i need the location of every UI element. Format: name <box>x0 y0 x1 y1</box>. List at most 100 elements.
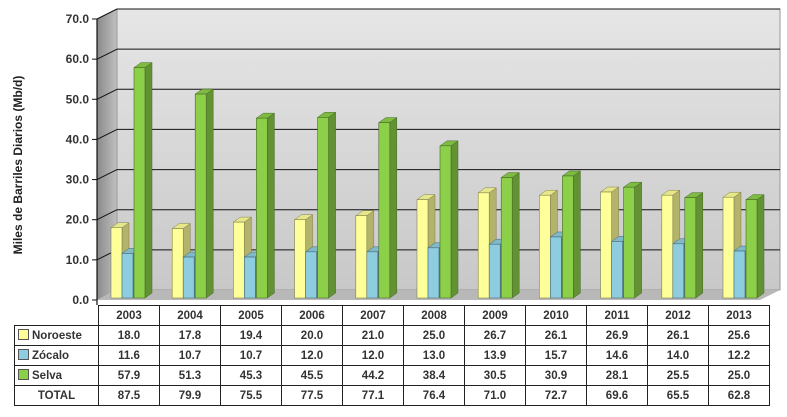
gridline-side <box>96 128 118 140</box>
bar-selva-2012 <box>684 197 697 299</box>
y-tick-label: 10.0 <box>66 253 90 267</box>
bar-side-selva <box>573 170 581 299</box>
data-label: 21.0 <box>342 325 404 346</box>
legend-entry: Zócalo <box>14 345 99 366</box>
data-label: 28.1 <box>586 365 648 386</box>
y-tick-label: 60.0 <box>66 52 90 66</box>
bar-noroeste-2013 <box>722 196 735 299</box>
table-row-selva: Selva 57.9 51.3 45.3 45.5 44.2 38.4 30.5 30.9 28.… <box>14 365 770 386</box>
x-tick-label: 2012 <box>647 305 709 326</box>
gridline-side <box>96 209 118 221</box>
x-tick-label: 2011 <box>586 305 648 326</box>
bar-side-selva <box>511 172 520 299</box>
gridline-side <box>96 88 118 100</box>
bar-noroeste-2009 <box>477 192 490 299</box>
bar-selva-2003 <box>133 67 146 299</box>
bar-zócalo-2007 <box>366 251 379 299</box>
y-tick-label: 0.0 <box>72 293 89 307</box>
data-label: 25.0 <box>708 365 770 386</box>
bar-selva-2007 <box>378 122 391 299</box>
data-label: 25.6 <box>708 325 770 346</box>
data-label: 45.3 <box>220 365 282 386</box>
y-tick-label: 30.0 <box>66 173 90 187</box>
legend-swatch <box>18 329 29 340</box>
data-label: 25.5 <box>647 365 709 386</box>
gridline-side <box>96 48 118 60</box>
y-tick-label: 70.0 <box>66 12 90 26</box>
y-tick-label: 50.0 <box>66 92 90 106</box>
data-table: 2003 2004 2005 2006 2007 2008 2009 2010 2011 2012… <box>14 305 770 406</box>
x-tick-label: 2013 <box>708 305 770 326</box>
data-label: 38.4 <box>403 365 465 386</box>
bar-side-selva <box>389 117 398 299</box>
bar-selva-2005 <box>256 117 268 299</box>
data-label: 26.9 <box>586 325 648 346</box>
bar-side-selva <box>634 181 642 299</box>
bar-noroeste-2004 <box>171 228 184 299</box>
legend-swatch <box>18 349 29 360</box>
data-label: 10.7 <box>159 345 221 366</box>
bar-side-selva <box>144 62 153 299</box>
y-tick-label: 20.0 <box>66 213 90 227</box>
data-label: 13.0 <box>403 345 465 366</box>
bar-side-selva <box>205 88 214 299</box>
data-label: 20.0 <box>281 325 343 346</box>
bar-zócalo-2012 <box>672 243 685 299</box>
bar-side-selva <box>267 112 275 299</box>
total-value: 62.8 <box>708 385 770 406</box>
table-row-total: TOTAL 87.5 79.9 75.5 77.5 77.1 76.4 71.0 72.7 69.… <box>14 385 770 406</box>
legend-entry: Noroeste <box>14 325 99 346</box>
legend-label: Selva <box>32 370 63 382</box>
bar-zócalo-2013 <box>733 250 746 299</box>
bar-noroeste-2003 <box>110 227 123 299</box>
data-label: 44.2 <box>342 365 404 386</box>
table-row-noroeste: Noroeste 18.0 17.8 19.4 20.0 21.0 25.0 26.7 26.1… <box>14 325 770 346</box>
x-tick-label: 2008 <box>403 305 465 326</box>
bar-selva-2004 <box>194 93 207 299</box>
bar-zócalo-2009 <box>488 243 501 299</box>
data-label: 10.7 <box>220 345 282 366</box>
data-label: 17.8 <box>159 325 221 346</box>
x-tick-label: 2003 <box>98 305 160 326</box>
total-value: 77.1 <box>342 385 404 406</box>
bar-zócalo-2010 <box>550 236 562 299</box>
bar-selva-2008 <box>439 145 452 299</box>
data-label: 30.5 <box>464 365 526 386</box>
data-label: 25.0 <box>403 325 465 346</box>
data-label: 12.0 <box>281 345 343 366</box>
bar-noroeste-2012 <box>661 194 674 299</box>
data-label: 12.2 <box>708 345 770 366</box>
total-value: 69.6 <box>586 385 648 406</box>
data-label: 14.0 <box>647 345 709 366</box>
bar-side-selva <box>756 194 765 299</box>
bar-zócalo-2011 <box>611 241 623 299</box>
bar-noroeste-2005 <box>233 221 245 299</box>
bar-zócalo-2004 <box>182 256 195 299</box>
data-label: 45.5 <box>281 365 343 386</box>
x-tick-label: 2006 <box>281 305 343 326</box>
legend-swatch <box>18 369 29 380</box>
table-row-zócalo: Zócalo 11.6 10.7 10.7 12.0 12.0 13.0 13.9 15.7 14… <box>14 345 770 366</box>
bar-selva-2013 <box>745 199 758 299</box>
total-value: 79.9 <box>159 385 221 406</box>
data-label: 26.7 <box>464 325 526 346</box>
gridline-side <box>96 8 118 20</box>
bar-zócalo-2006 <box>305 251 317 299</box>
bar-noroeste-2010 <box>539 194 551 299</box>
data-label: 12.0 <box>342 345 404 366</box>
data-label: 26.1 <box>525 325 587 346</box>
bar-selva-2009 <box>500 177 513 299</box>
data-label: 26.1 <box>647 325 709 346</box>
bar-selva-2011 <box>623 186 635 299</box>
total-value: 75.5 <box>220 385 282 406</box>
data-label: 14.6 <box>586 345 648 366</box>
bar-side-selva <box>450 140 459 299</box>
total-value: 65.5 <box>647 385 709 406</box>
bar-selva-2006 <box>317 117 329 299</box>
bar-noroeste-2007 <box>355 215 368 299</box>
legend-entry: Selva <box>14 365 99 386</box>
total-label: TOTAL <box>14 385 99 406</box>
x-tick-label: 2005 <box>220 305 282 326</box>
table-corner <box>14 305 99 326</box>
